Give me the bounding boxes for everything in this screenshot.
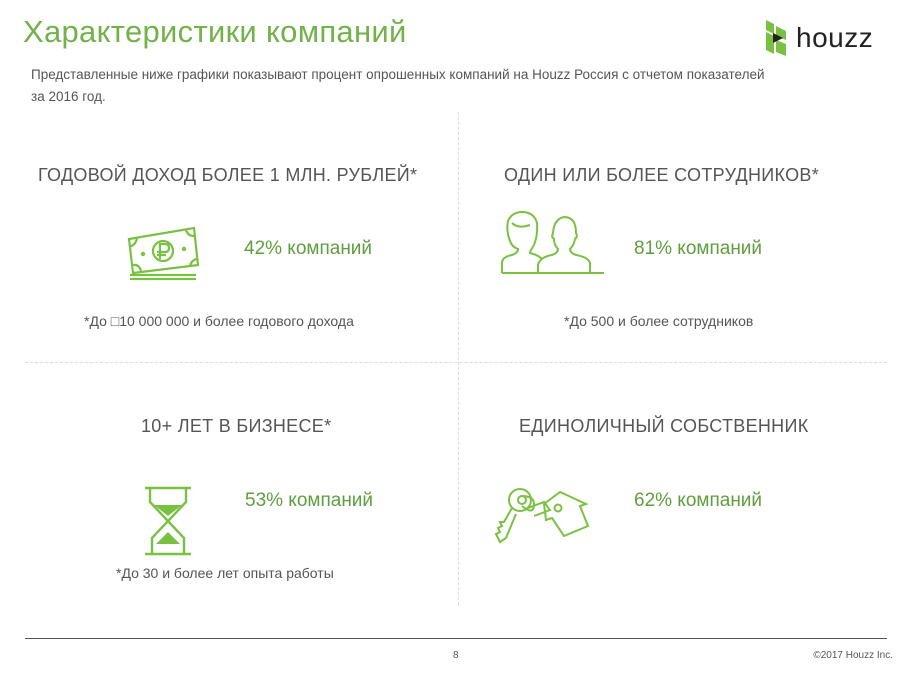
- vertical-divider: [458, 112, 459, 605]
- panel-stat: 42% компаний: [244, 238, 373, 259]
- key-house-icon: [494, 488, 590, 544]
- panel-note: *До □10 000 000 и более годового дохода: [84, 313, 354, 329]
- page-subtitle: Представленные ниже графики показывают п…: [31, 67, 765, 104]
- people-icon: [501, 211, 604, 274]
- panel-heading: ОДИН ИЛИ БОЛЕЕ СОТРУДНИКОВ*: [504, 165, 820, 185]
- copyright: ©2017 Houzz Inc.: [813, 650, 893, 661]
- horizontal-divider: [25, 362, 887, 363]
- hourglass-icon: [145, 486, 191, 556]
- houzz-logo-icon: [766, 20, 786, 56]
- panel-note: *До 500 и более сотрудников: [564, 313, 754, 329]
- houzz-logo: houzz: [764, 20, 873, 56]
- page-number: 8: [453, 650, 459, 661]
- panel-stat: 81% компаний: [634, 238, 763, 259]
- money-ruble-icon: [127, 226, 200, 281]
- panel-heading: 10+ ЛЕТ В БИЗНЕСЕ*: [141, 416, 332, 436]
- panel-note: *До 30 и более лет опыта работы: [116, 565, 334, 581]
- panel-heading: ЕДИНОЛИЧНЫЙ СОБСТВЕННИК: [519, 416, 809, 436]
- panel-heading: ГОДОВОЙ ДОХОД БОЛЕЕ 1 МЛН. РУБЛЕЙ*: [38, 165, 418, 185]
- houzz-logo-text: houzz: [796, 22, 874, 53]
- footer-divider: [25, 638, 887, 639]
- panel-stat: 62% компаний: [634, 490, 763, 511]
- panel-stat: 53% компаний: [245, 490, 374, 511]
- page-title: Характеристики компаний: [23, 14, 407, 49]
